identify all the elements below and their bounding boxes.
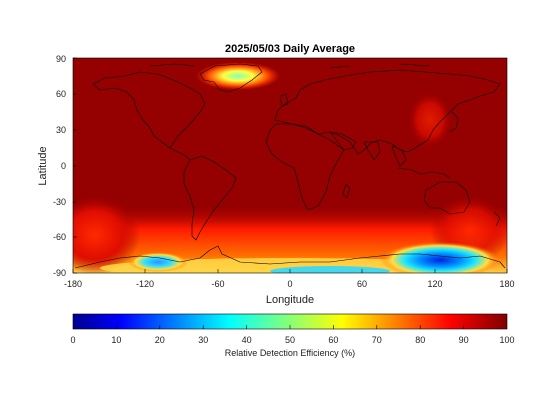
colorbar-tick-label: 30 [198,335,208,345]
colorbar-tick-label: 70 [372,335,382,345]
arabia-coast [329,131,357,151]
south-america-coast [183,155,237,241]
madagascar-coast [342,183,351,199]
x-axis-label: Longitude [266,294,314,306]
east-antarctica-anomaly [380,242,500,273]
australia-coast [423,181,471,215]
southeast-asia-coast [391,145,407,167]
colorbar-tick-label: 100 [499,335,514,345]
map-title: 2025/05/03 Daily Average [225,43,355,55]
africa-coast [265,123,345,211]
y-tick-label: 30 [56,125,66,135]
west-antarctica-anomaly [128,252,188,272]
north-pacific-glow [408,92,452,148]
colorbar: 0 10 20 30 40 50 60 70 80 90 100 Relativ… [70,313,515,358]
x-axis: -180 -120 -60 0 60 120 180 [64,269,515,289]
y-tick-label: 0 [61,161,66,171]
y-tick-label: -60 [53,232,66,242]
x-tick-label: 180 [499,279,514,289]
x-tick-label: 0 [287,279,292,289]
indonesia-coast [397,167,451,179]
colorbar-label: Relative Detection Efficiency (%) [225,348,355,358]
antarctica-coast [74,245,506,269]
central-america-coast [169,147,191,161]
x-tick-label: 60 [357,279,367,289]
greenland-coast [199,63,263,93]
british-isles-coast [279,93,289,107]
north-america-coast [92,71,206,149]
new-zealand-coast [493,211,501,227]
y-tick-label: 90 [56,54,66,64]
colorbar-tick-label: 50 [285,335,295,345]
south-pacific-glow [73,195,140,273]
colorbar-tick-label: 90 [459,335,469,345]
antarctica-cyan-band [270,266,390,273]
colorbar-tick-label: 60 [328,335,338,345]
y-axis-label: Latitude [37,146,49,185]
y-tick-label: 60 [56,89,66,99]
colorbar-tick-label: 80 [415,335,425,345]
japan-coast [449,111,459,133]
colorbar-tick-label: 10 [111,335,121,345]
greenland-anomaly [196,62,280,90]
colorbar-tick-labels: 0 10 20 30 40 50 60 70 80 90 100 [70,335,514,345]
arctic-islands-coast [149,63,431,69]
coastlines [74,63,506,269]
x-tick-label: -120 [136,279,154,289]
y-axis: 90 60 30 0 -30 -60 -90 [53,54,77,278]
colorbar-ticks [116,325,464,329]
x-tick-label: 120 [427,279,442,289]
y-tick-label: -30 [53,197,66,207]
india-coast [363,141,381,161]
x-tick-label: -60 [211,279,224,289]
map-panel [73,58,507,273]
colorbar-tick-label: 40 [242,335,252,345]
y-tick-label: -90 [53,268,66,278]
x-tick-label: -180 [64,279,82,289]
colorbar-tick-label: 20 [155,335,165,345]
colorbar-tick-label: 0 [70,335,75,345]
eurasia-coast [274,69,501,155]
